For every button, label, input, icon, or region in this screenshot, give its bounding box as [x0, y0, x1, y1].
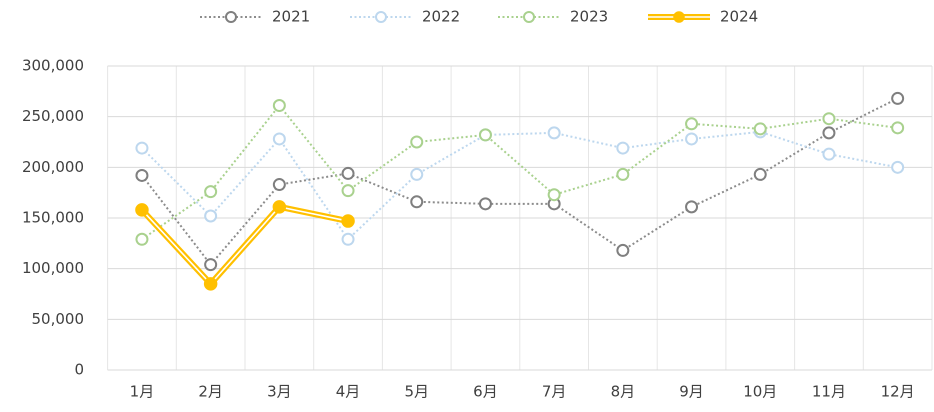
x-tick-label: 6月 [473, 383, 498, 401]
marker [753, 167, 767, 181]
marker [891, 91, 905, 105]
marker [753, 122, 767, 136]
legend-label: 2023 [570, 8, 608, 26]
marker [272, 132, 286, 146]
y-tick-label: 200,000 [22, 158, 84, 176]
marker [616, 167, 630, 181]
marker [822, 126, 836, 140]
legend-marker [375, 11, 387, 23]
marker [822, 112, 836, 126]
marker [685, 117, 699, 131]
series-line [141, 130, 898, 241]
marker [410, 135, 424, 149]
x-tick-label: 7月 [542, 383, 567, 401]
marker [135, 203, 149, 217]
x-tick-label: 12月 [881, 383, 915, 401]
marker [272, 178, 286, 192]
marker [203, 277, 218, 291]
marker [685, 200, 699, 214]
series-line [141, 104, 898, 241]
marker [135, 232, 149, 246]
y-tick-label: 100,000 [22, 259, 84, 277]
series-line [141, 97, 899, 266]
marker [272, 200, 287, 214]
marker [685, 132, 699, 146]
marker [410, 167, 424, 181]
y-tick-label: 250,000 [22, 107, 84, 125]
marker [478, 128, 492, 142]
x-tick-label: 10月 [743, 383, 777, 401]
marker [341, 184, 355, 198]
x-tick-label: 9月 [679, 383, 704, 401]
marker [891, 160, 905, 174]
marker [616, 243, 630, 257]
x-tick-label: 11月 [812, 383, 846, 401]
legend-label: 2021 [272, 8, 310, 26]
marker [410, 195, 424, 209]
marker [547, 188, 561, 202]
x-tick-label: 1月 [130, 383, 155, 401]
marker [135, 168, 149, 182]
marker [272, 99, 286, 113]
marker [547, 126, 561, 140]
marker [891, 121, 905, 135]
marker [341, 232, 355, 246]
x-tick-label: 4月 [336, 383, 361, 401]
marker [135, 141, 149, 155]
marker [204, 209, 218, 223]
marker [204, 258, 218, 272]
legend-label: 2022 [422, 8, 460, 26]
legend-marker [225, 11, 237, 23]
legend-marker [523, 11, 535, 23]
y-tick-label: 0 [74, 361, 84, 379]
marker [616, 141, 630, 155]
legend-marker [673, 11, 685, 23]
x-tick-label: 2月 [198, 383, 223, 401]
series-line-inner [141, 206, 349, 285]
legend-label: 2024 [720, 8, 758, 26]
x-tick-label: 8月 [611, 383, 636, 401]
y-tick-label: 50,000 [32, 310, 85, 328]
marker [478, 197, 492, 211]
y-tick-label: 150,000 [22, 209, 84, 227]
marker [341, 166, 355, 180]
x-tick-label: 5月 [404, 383, 429, 401]
marker [341, 214, 355, 228]
x-tick-label: 3月 [267, 383, 292, 401]
y-tick-label: 300,000 [22, 57, 84, 75]
marker [822, 147, 836, 161]
marker [204, 185, 218, 199]
